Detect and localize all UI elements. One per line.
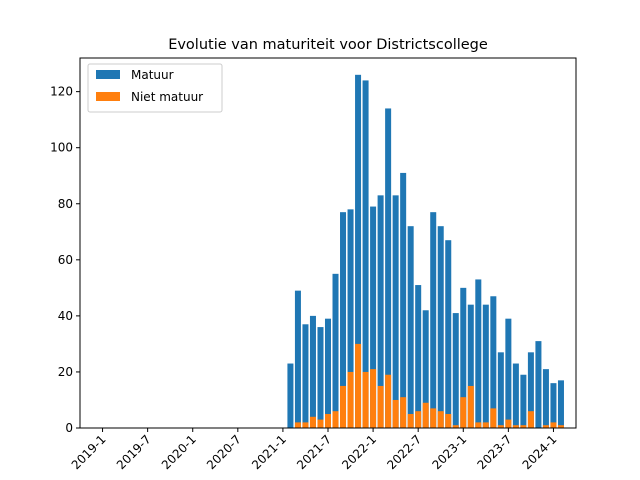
bar-matuur-2022-3 [385, 108, 392, 428]
bar-niet-matuur-2022-10 [437, 411, 444, 428]
bar-matuur-2023-7 [505, 318, 512, 428]
bar-matuur-2021-2 [287, 363, 294, 428]
y-tick-label: 40 [58, 309, 73, 323]
bar-matuur-2023-6 [497, 352, 504, 428]
bar-niet-matuur-2021-4 [302, 422, 309, 428]
bar-matuur-2021-11 [355, 74, 362, 428]
bar-niet-matuur-2022-7 [415, 411, 422, 428]
chart-title: Evolutie van maturiteit voor Districtsco… [168, 37, 488, 53]
bar-niet-matuur-2022-9 [430, 408, 437, 428]
bar-matuur-2023-1 [460, 287, 467, 428]
y-tick-label: 20 [58, 365, 73, 379]
bar-niet-matuur-2022-5 [400, 397, 407, 428]
bar-niet-matuur-2023-9 [520, 425, 527, 428]
legend-swatch-niet-matuur [96, 92, 120, 101]
y-tick-label: 0 [65, 421, 73, 435]
legend-swatch-matuur [96, 70, 120, 79]
bar-niet-matuur-2024-2 [557, 425, 564, 428]
bar-matuur-2021-9 [340, 212, 347, 428]
legend-box [87, 63, 223, 113]
bar-matuur-2023-11 [535, 341, 542, 428]
bar-niet-matuur-2022-1 [370, 369, 377, 428]
bar-niet-matuur-2022-3 [385, 374, 392, 428]
y-axis: 0 20 40 60 80 100 120 [50, 85, 80, 435]
bar-matuur-2023-5 [490, 296, 497, 428]
bar-matuur-2021-12 [362, 80, 369, 429]
bar-matuur-2022-1 [370, 206, 377, 428]
bar-matuur-2021-7 [324, 318, 331, 428]
bar-niet-matuur-2021-6 [317, 419, 324, 428]
bar-matuur-2021-6 [317, 327, 324, 428]
y-tick-label: 60 [58, 253, 73, 267]
bar-niet-matuur-2022-11 [445, 413, 452, 428]
bar-niet-matuur-2023-4 [482, 422, 489, 428]
bar-niet-matuur-2021-8 [332, 411, 339, 428]
y-tick-label: 120 [50, 85, 73, 99]
bar-matuur-2023-8 [512, 363, 519, 428]
legend-label-matuur: Matuur [131, 68, 174, 82]
bar-matuur-2022-10 [437, 226, 444, 428]
bar-matuur-2023-3 [475, 279, 482, 428]
bar-matuur-2023-9 [520, 374, 527, 428]
bar-niet-matuur-2023-5 [490, 408, 497, 428]
bar-matuur-2021-3 [294, 290, 301, 428]
bar-niet-matuur-2021-12 [362, 371, 369, 428]
bar-matuur-2022-7 [415, 285, 422, 428]
bar-matuur-2022-9 [430, 212, 437, 428]
bar-matuur-2024-2 [557, 380, 564, 428]
y-tick-label: 80 [58, 197, 73, 211]
y-tick-label: 100 [50, 141, 73, 155]
bar-matuur-2022-4 [392, 195, 399, 428]
bar-matuur-2023-2 [467, 304, 474, 428]
bar-matuur-2021-10 [347, 209, 354, 428]
bar-matuur-2023-4 [482, 304, 489, 428]
bar-niet-matuur-2023-2 [467, 385, 474, 428]
bar-matuur-2022-11 [445, 240, 452, 428]
bar-matuur-2023-12 [542, 369, 549, 428]
bar-matuur-2024-1 [550, 383, 557, 428]
bar-niet-matuur-2023-10 [527, 411, 534, 428]
bar-matuur-2021-5 [309, 315, 316, 428]
bar-matuur-2022-5 [400, 172, 407, 428]
bar-matuur-2021-8 [332, 273, 339, 428]
bar-niet-matuur-2022-12 [452, 425, 459, 428]
bar-niet-matuur-2023-1 [460, 397, 467, 428]
bar-niet-matuur-2021-9 [340, 385, 347, 428]
bar-niet-matuur-2024-1 [550, 422, 557, 428]
bar-niet-matuur-2021-3 [294, 422, 301, 428]
bar-matuur-2021-4 [302, 324, 309, 428]
legend: Matuur Niet matuur [87, 63, 223, 113]
bar-matuur-2022-8 [422, 310, 429, 428]
bar-niet-matuur-2022-6 [407, 413, 414, 428]
bar-niet-matuur-2023-8 [512, 425, 519, 428]
bar-niet-matuur-2023-3 [475, 422, 482, 428]
legend-label-niet-matuur: Niet matuur [131, 90, 203, 104]
bar-niet-matuur-2021-10 [347, 371, 354, 428]
bar-niet-matuur-2023-6 [497, 425, 504, 428]
bar-niet-matuur-2023-7 [505, 419, 512, 428]
bar-matuur-2022-6 [407, 226, 414, 428]
bars-group [287, 74, 564, 429]
bar-niet-matuur-2022-8 [422, 402, 429, 428]
bar-matuur-2022-2 [377, 195, 384, 428]
bar-niet-matuur-2021-11 [355, 343, 362, 428]
bar-matuur-2022-12 [452, 313, 459, 428]
bar-niet-matuur-2022-2 [377, 385, 384, 428]
bar-matuur-2023-10 [527, 352, 534, 428]
bar-niet-matuur-2021-7 [324, 413, 331, 428]
bar-niet-matuur-2023-12 [542, 425, 549, 428]
bar-niet-matuur-2022-4 [392, 399, 399, 428]
bar-niet-matuur-2021-5 [309, 416, 316, 428]
